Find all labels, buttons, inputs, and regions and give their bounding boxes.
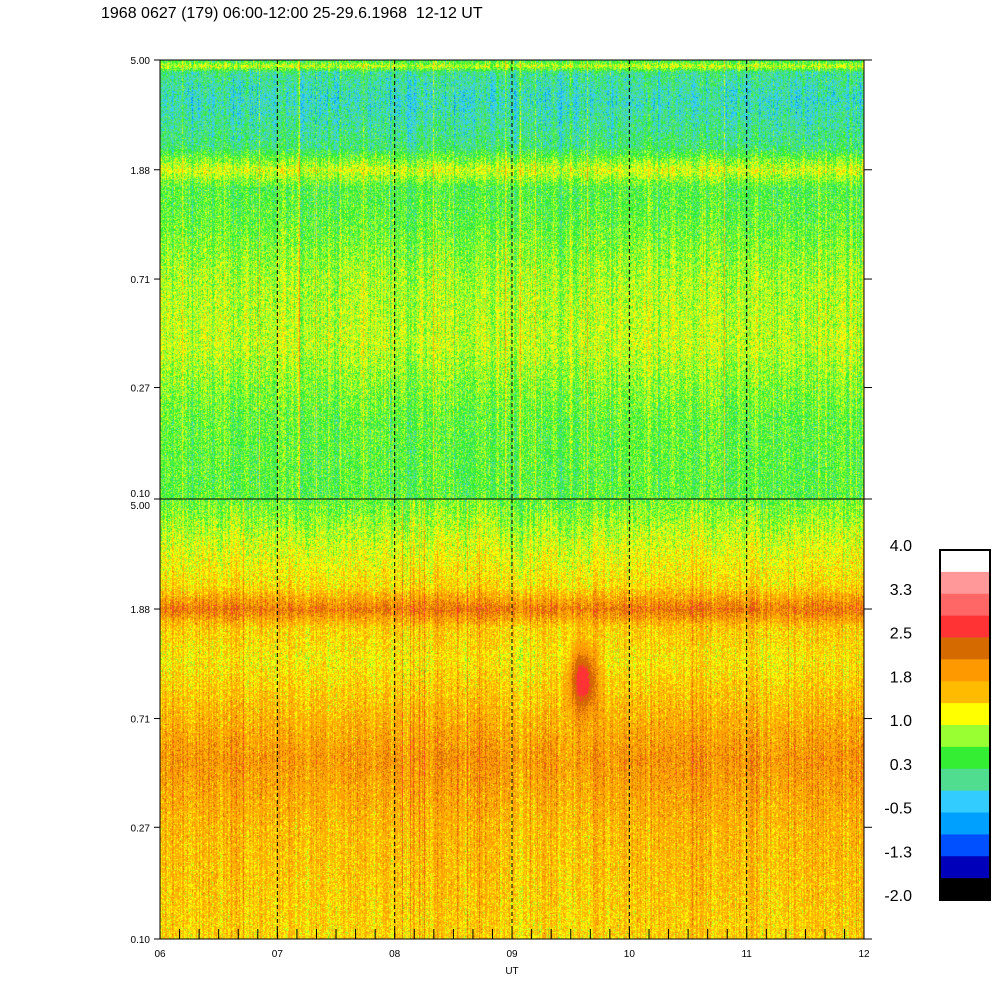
colorbar-swatch: [940, 550, 990, 573]
x-tick-label: 08: [389, 949, 401, 960]
y-tick-label: 0.27: [131, 823, 151, 834]
y-tick-label: 0.27: [131, 384, 151, 395]
colorbar-tick-label: 1.8: [890, 669, 912, 686]
colorbar-tick-label: -1.3: [884, 844, 912, 861]
y-tick-label: 1.88: [131, 166, 151, 177]
colorbar-tick-label: -2.0: [884, 888, 912, 905]
colorbar-swatch: [940, 790, 990, 813]
y-tick-label: 0.71: [131, 275, 151, 286]
colorbar-tick-label: 3.3: [890, 582, 912, 599]
x-tick-label: 09: [506, 949, 518, 960]
x-tick-label: 07: [272, 949, 284, 960]
colorbar-swatch: [940, 834, 990, 857]
colorbar-tick-label: 4.0: [890, 538, 912, 555]
colorbar-frame: [939, 549, 991, 901]
colorbar-swatch: [940, 615, 990, 638]
colorbar-tick-label: 1.0: [890, 713, 912, 730]
colorbar-tick-label: -0.5: [884, 801, 912, 818]
y-tick-label: 1.88: [131, 605, 151, 616]
x-tick-label: 11: [741, 949, 752, 960]
y-tick-label: 0.10: [131, 489, 151, 500]
colorbar-swatch: [940, 725, 990, 748]
y-tick-label: 0.71: [131, 715, 151, 726]
colorbar-swatch: [940, 768, 990, 792]
y-tick-label: 0.10: [131, 935, 151, 946]
colorbar-swatch: [940, 856, 990, 879]
y-tick-label: 5.00: [131, 56, 151, 67]
colorbar-swatch: [940, 681, 990, 704]
colorbar-tick-label: 2.5: [890, 626, 912, 643]
x-axis-label: UT: [505, 966, 518, 977]
colorbar-tick-label: 0.3: [890, 757, 912, 774]
colorbar-swatch: [940, 703, 990, 726]
colorbar-swatch: [940, 659, 990, 682]
colorbar-swatch: [940, 812, 990, 835]
colorbar-swatch: [940, 571, 990, 595]
x-tick-label: 10: [624, 949, 636, 960]
chart-title: 1968 0627 (179) 06:00-12:00 25-29.6.1968…: [101, 5, 483, 22]
colorbar-swatch: [940, 593, 990, 617]
colorbar-swatch: [940, 746, 990, 770]
colorbar-swatch: [940, 878, 990, 901]
colorbar-swatch: [940, 637, 990, 660]
y-tick-label: 5.00: [131, 501, 151, 512]
x-tick-label: 12: [858, 949, 870, 960]
x-tick-label: 06: [154, 949, 166, 960]
